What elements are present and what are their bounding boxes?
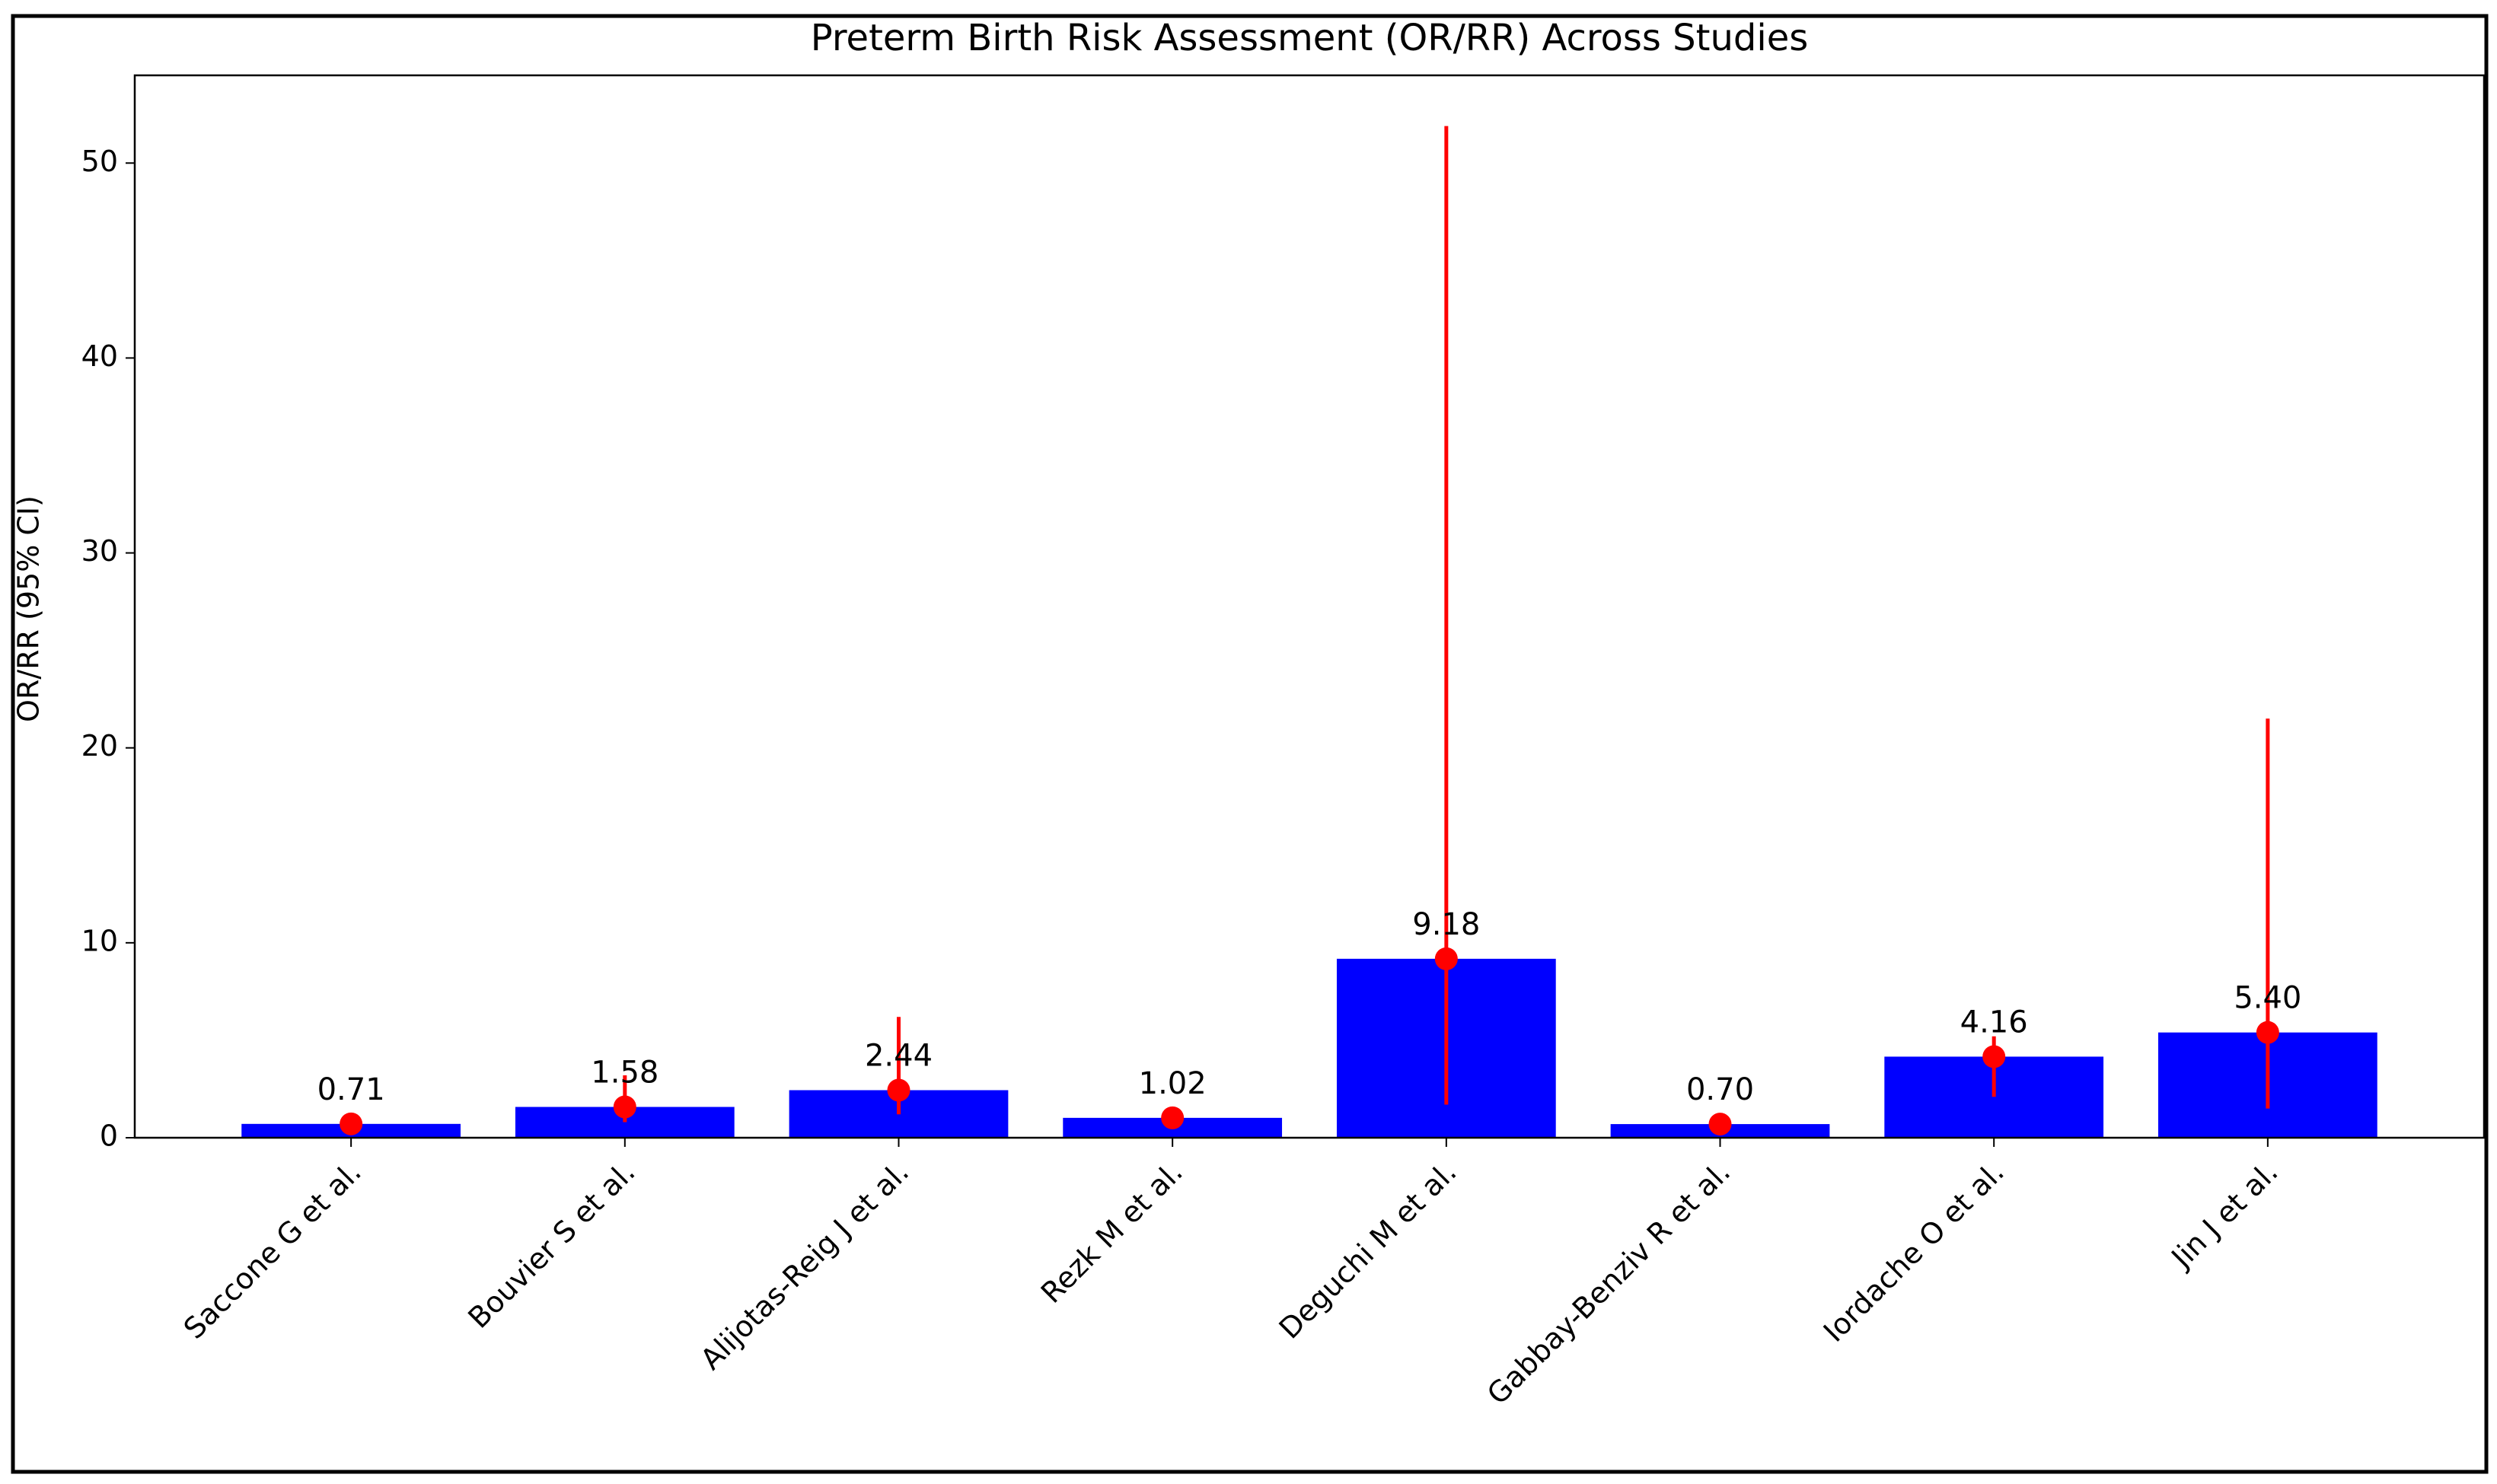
value-label: 9.18	[1412, 907, 1480, 942]
y-tick-label: 50	[81, 145, 118, 178]
y-tick-label: 10	[81, 924, 118, 957]
value-label: 5.40	[2234, 981, 2301, 1016]
y-tick-label: 30	[81, 534, 118, 568]
point-marker	[1434, 947, 1458, 970]
value-label: 0.71	[317, 1072, 385, 1107]
point-marker	[1708, 1113, 1732, 1136]
chart-title: Preterm Birth Risk Assessment (OR/RR) Ac…	[811, 17, 1808, 59]
value-label: 2.44	[865, 1039, 933, 1074]
value-label: 4.16	[1960, 1005, 2028, 1040]
point-marker	[887, 1078, 910, 1102]
value-label: 0.70	[1686, 1072, 1754, 1107]
point-marker	[613, 1095, 636, 1119]
point-marker	[1161, 1106, 1185, 1129]
y-tick-label: 40	[81, 339, 118, 373]
point-marker	[1982, 1045, 2006, 1068]
value-label: 1.58	[591, 1056, 659, 1091]
y-tick-label: 20	[81, 729, 118, 763]
point-marker	[2256, 1021, 2279, 1044]
outer-frame	[11, 14, 2489, 1474]
point-marker	[340, 1112, 363, 1135]
y-tick-label: 0	[100, 1119, 118, 1153]
axes-frame	[133, 74, 2486, 1139]
value-label: 1.02	[1139, 1066, 1207, 1101]
y-axis-label: OR/RR (95% CI)	[12, 495, 46, 722]
